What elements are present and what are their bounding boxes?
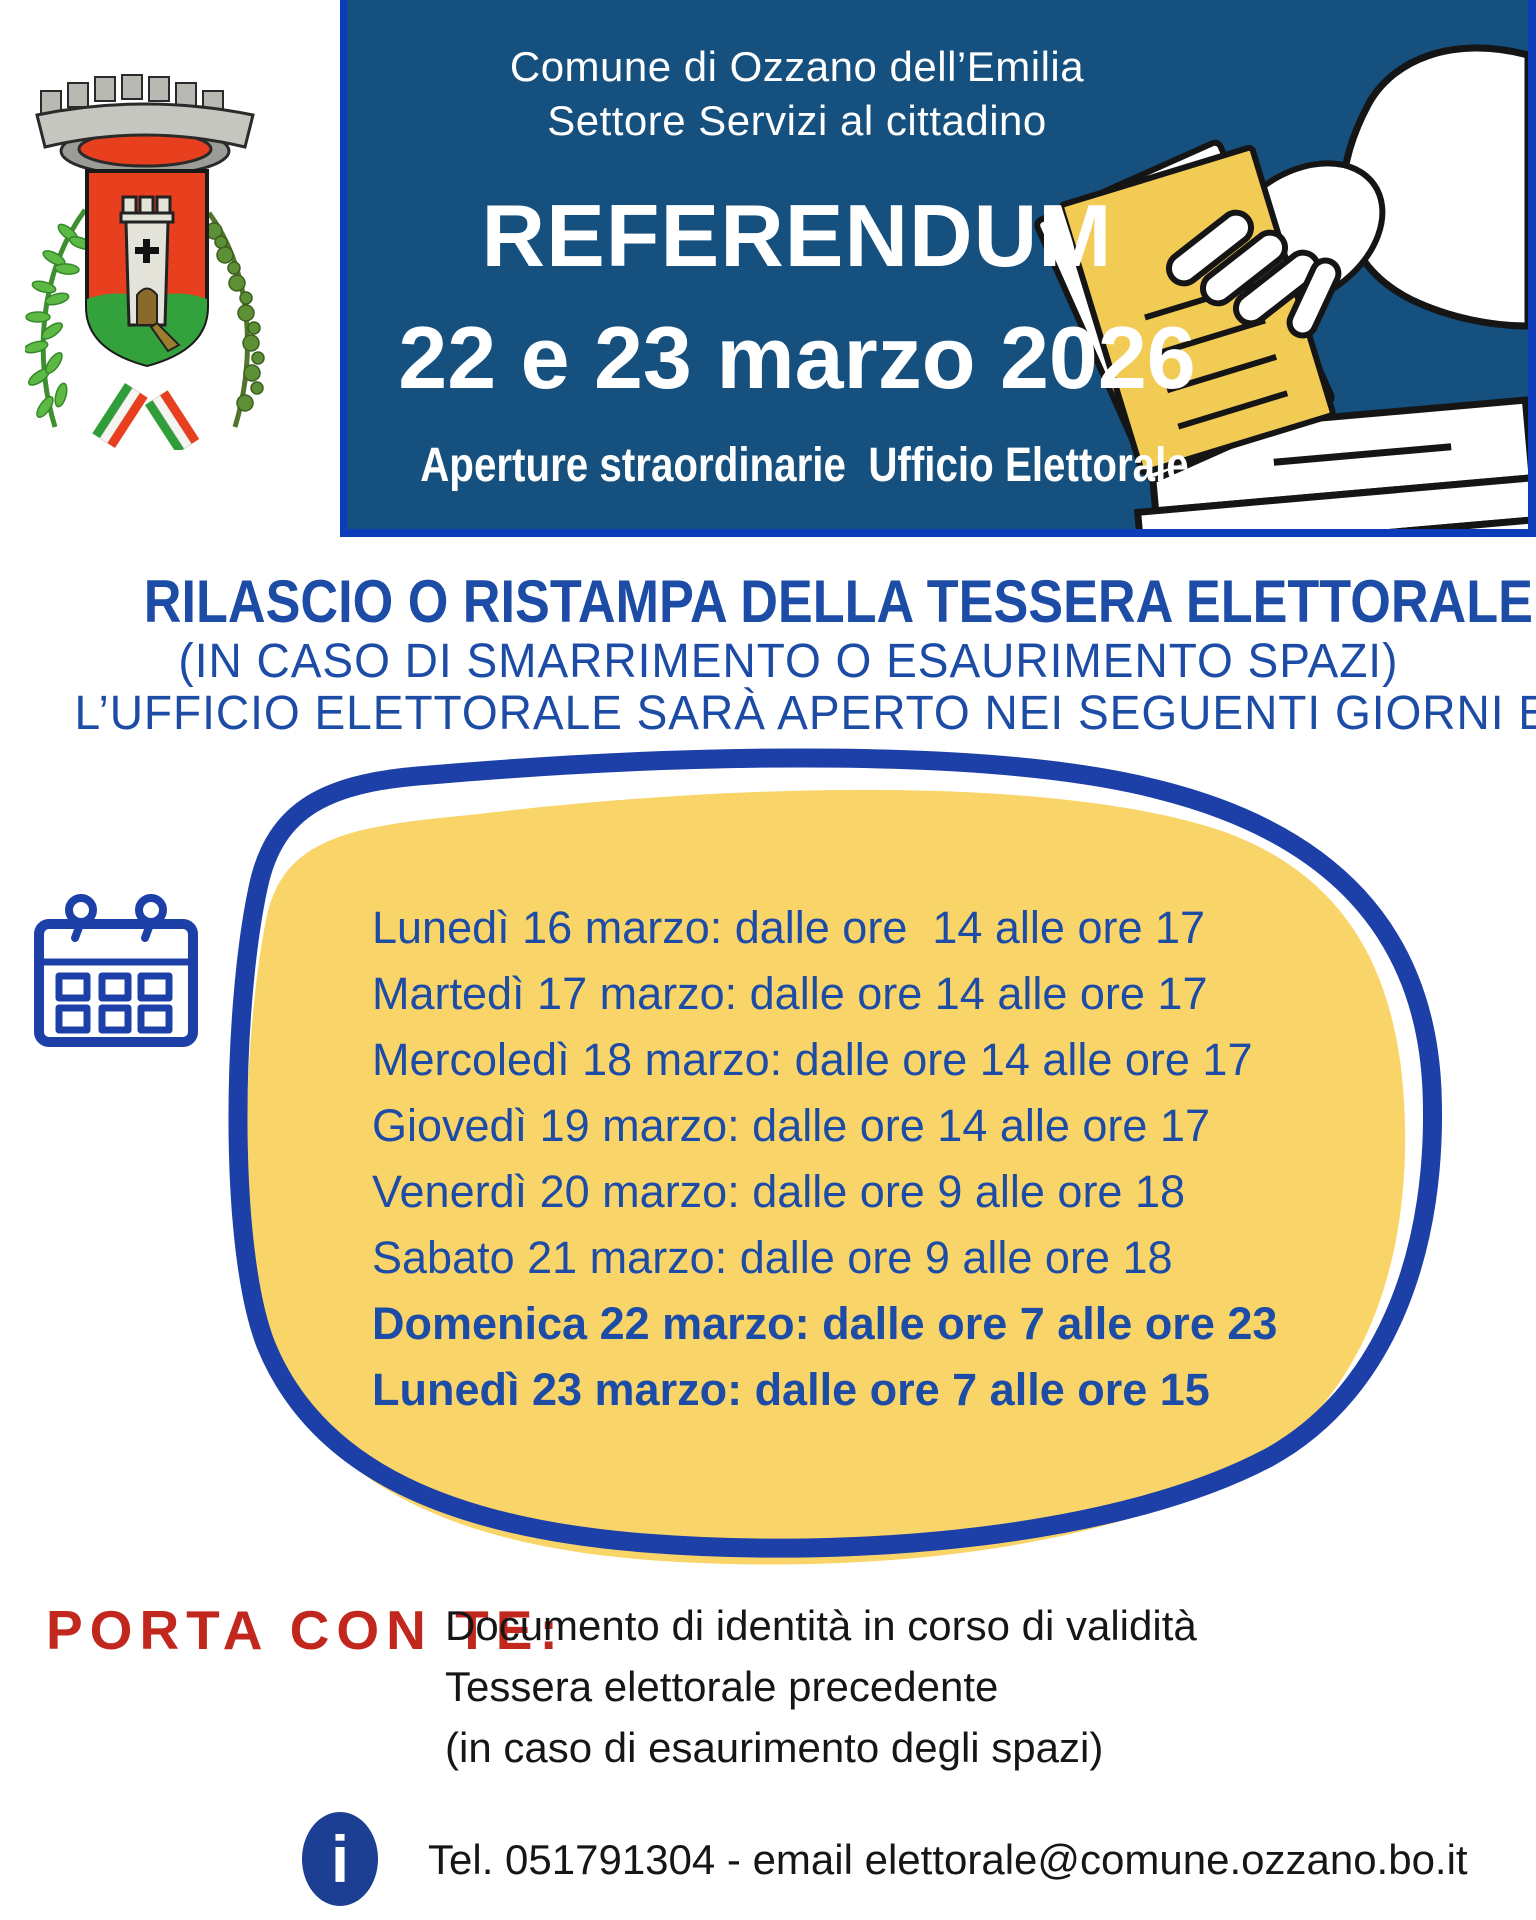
opening-hours-list: Lunedì 16 marzo: dalle ore 14 alle ore 1… xyxy=(372,895,1277,1423)
bring-item: (in caso di esaurimento degli spazi) xyxy=(445,1724,1104,1771)
schedule-row-voting-day: Lunedì 23 marzo: dalle ore 7 alle ore 15 xyxy=(372,1364,1210,1415)
contact-info: Tel. 051791304 - email elettorale@comune… xyxy=(428,1836,1468,1883)
calendar-icon xyxy=(34,894,198,1047)
schedule-row: Lunedì 16 marzo: dalle ore 14 alle ore 1… xyxy=(372,902,1206,953)
bring-label: PORTA CON TE: xyxy=(46,1599,565,1661)
org-name: Comune di Ozzano dell’Emilia xyxy=(509,43,1085,90)
poster-title: REFERENDUM xyxy=(481,186,1113,285)
schedule-row: Venerdì 20 marzo: dalle ore 9 alle ore 1… xyxy=(372,1166,1186,1217)
ballot-paper xyxy=(1034,139,1336,483)
intro-note: (IN CASO DI SMARRIMENTO O ESAURIMENTO SP… xyxy=(178,635,1398,688)
schedule-row: Martedì 17 marzo: dalle ore 14 alle ore … xyxy=(372,968,1208,1019)
org-department: Settore Servizi al cittadino xyxy=(547,97,1047,144)
schedule-row-voting-day: Domenica 22 marzo: dalle ore 7 alle ore … xyxy=(372,1298,1278,1349)
schedule-row: Sabato 21 marzo: dalle ore 9 alle ore 18 xyxy=(372,1232,1173,1283)
bring-item: Tessera elettorale precedente xyxy=(445,1663,999,1710)
info-glyph: i xyxy=(330,1822,350,1896)
info-icon: i xyxy=(302,1812,378,1906)
fingers xyxy=(1165,209,1342,339)
header-text: Comune di Ozzano dell’Emilia Settore Ser… xyxy=(347,0,1247,529)
poster-subtitle: Aperture straordinarie Ufficio Elettoral… xyxy=(420,439,1189,492)
intro-hours-note: L’UFFICIO ELETTORALE SARÀ APERTO NEI SEG… xyxy=(74,687,1536,740)
intro-heading: RILASCIO O RISTAMPA DELLA TESSERA ELETTO… xyxy=(143,568,1533,635)
header-band: Comune di Ozzano dell’Emilia Settore Ser… xyxy=(340,0,1536,537)
coat-of-arms-icon xyxy=(25,74,265,450)
ballot-box-illustration xyxy=(1034,44,1528,529)
schedule-row: Mercoledì 18 marzo: dalle ore 14 alle or… xyxy=(372,1034,1253,1085)
poster-date: 22 e 23 marzo 2026 xyxy=(398,308,1196,407)
schedule-highlight-blob xyxy=(228,748,1442,1565)
bring-item: Documento di identità in corso di validi… xyxy=(445,1602,1197,1649)
schedule-row: Giovedì 19 marzo: dalle ore 14 alle ore … xyxy=(372,1100,1210,1151)
bring-list: Documento di identità in corso di validi… xyxy=(445,1595,1197,1778)
